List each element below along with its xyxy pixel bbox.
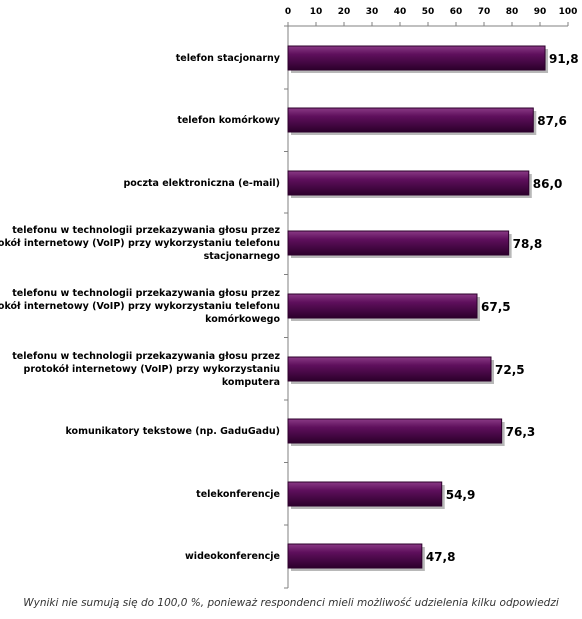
category-label: wideokonferencje [185,551,280,562]
category-label-line: telefonu w technologii przekazywania gło… [12,351,280,362]
x-tick-label: 10 [310,7,323,17]
value-label: 67,5 [481,300,511,314]
x-tick-label: 30 [366,7,379,17]
x-tick-label: 70 [478,7,491,17]
category-label: telefonu w technologii przekazywania gło… [0,225,280,262]
bar [287,170,530,196]
category-label-line: komputera [222,377,280,388]
bar [287,293,478,319]
category-label-line: poczta elektroniczna (e-mail) [123,178,280,189]
bar [287,356,492,382]
bar [287,543,423,569]
category-label: telefon komórkowy [177,115,280,126]
x-tick-label: 90 [534,7,547,17]
value-label: 78,8 [513,237,543,251]
x-tick-label: 60 [450,7,463,17]
value-label: 86,0 [533,177,563,191]
bar [287,107,534,133]
x-tick-label: 100 [559,7,578,17]
category-label: telefon stacjonarny [176,53,281,64]
value-label: 54,9 [446,488,476,502]
category-label-line: telefonu w technologii przekazywania gło… [12,288,280,299]
category-label: telefonu w technologii przekazywania gło… [12,351,280,388]
category-label: komunikatory tekstowe (np. GaduGadu) [65,426,280,437]
category-label-line: protokół internetowy (VoIP) przy wykorzy… [0,301,280,312]
x-tick-label: 80 [506,7,519,17]
x-tick-label: 0 [285,7,291,17]
value-label: 72,5 [495,363,525,377]
value-label: 76,3 [506,425,536,439]
bar [287,45,546,71]
category-label-line: komunikatory tekstowe (np. GaduGadu) [65,426,280,437]
chart-footnote: Wyniki nie sumują się do 100,0 %, poniew… [23,597,559,609]
x-tick-label: 50 [422,7,435,17]
category-label-line: telefon stacjonarny [176,53,281,64]
category-label-line: komórkowego [205,314,280,325]
bar [287,418,503,444]
value-label: 47,8 [426,550,456,564]
x-tick-label: 40 [394,7,407,17]
category-label-line: telekonferencje [196,489,280,500]
category-label-line: protokół internetowy (VoIP) przy wykorzy… [0,238,280,249]
category-label: telekonferencje [196,489,280,500]
category-label-line: telefon komórkowy [177,115,280,126]
category-label: telefonu w technologii przekazywania gło… [0,288,280,325]
value-label: 87,6 [537,114,567,128]
x-tick-label: 20 [338,7,351,17]
category-label-line: protokół internetowy (VoIP) przy wykorzy… [24,364,280,375]
category-label-line: stacjonarnego [204,251,281,262]
category-label-line: wideokonferencje [185,551,280,562]
category-label: poczta elektroniczna (e-mail) [123,178,280,189]
bar [287,230,510,256]
value-label: 91,8 [549,52,579,66]
bar [287,481,443,507]
category-label-line: telefonu w technologii przekazywania gło… [12,225,280,236]
